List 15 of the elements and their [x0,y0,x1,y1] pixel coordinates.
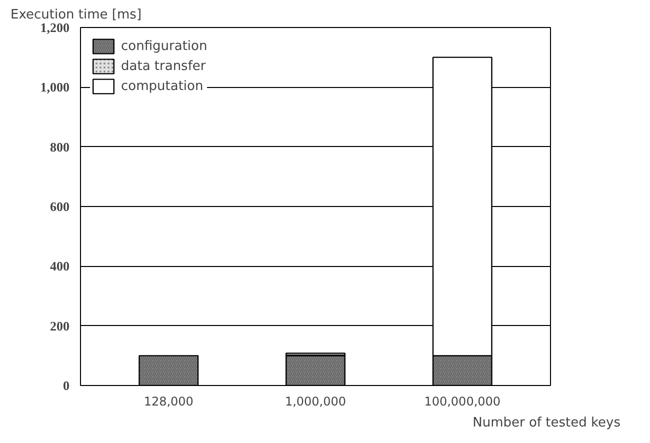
y-tick-label: 400 [50,258,70,274]
y-tick-label: 0 [63,378,70,393]
x-axis-title: Number of tested keys [472,416,621,430]
x-tick-label: 1,000,000 [284,394,346,408]
legend-label: configuration [121,38,208,54]
x-tick-label: 128,000 [144,394,194,408]
legend-label: data transfer [121,58,206,74]
y-tick-label: 800 [50,139,70,154]
y-tick-label: 200 [50,318,70,334]
legend-label: computation [121,78,204,94]
y-tick-label: 1,200 [40,20,70,35]
x-tick-label: 100,000,000 [424,394,501,408]
y-tick-label: 600 [50,199,70,214]
y-tick-label: 1,000 [40,80,70,95]
y-axis-title: Execution time [ms] [10,8,142,22]
